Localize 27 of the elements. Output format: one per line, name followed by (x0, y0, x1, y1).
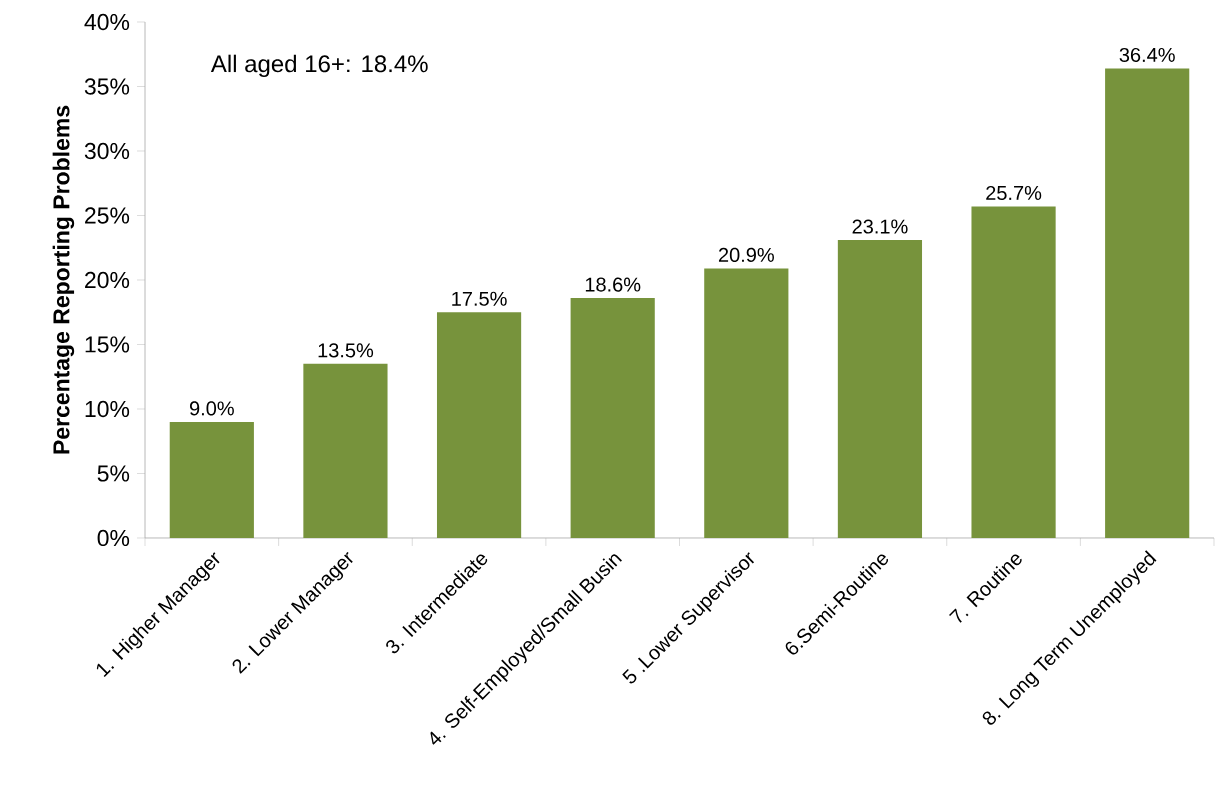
bar (704, 268, 789, 538)
bar (570, 298, 655, 538)
data-label: 9.0% (189, 401, 234, 416)
bar (303, 363, 388, 538)
y-axis-title: Percentage Reporting Problems (52, 105, 75, 454)
data-label: 13.5% (318, 343, 374, 358)
bar (1105, 68, 1190, 538)
y-tick-label: 0% (97, 529, 130, 547)
y-tick-label: 20% (85, 271, 130, 289)
bar (436, 312, 522, 538)
data-label: 17.5% (452, 291, 507, 306)
bar (971, 206, 1056, 538)
y-tick-label: 40% (84, 13, 130, 31)
bar (837, 240, 923, 538)
y-tick-label: 10% (85, 400, 130, 418)
bar (169, 421, 254, 538)
data-label: 20.9% (718, 247, 774, 262)
annotation: All aged 16+: 18.4% (210, 54, 428, 78)
data-label: 25.7% (986, 185, 1042, 201)
data-label: 23.1% (852, 219, 908, 234)
y-tick-label: 30% (84, 142, 130, 160)
y-tick-label: 35% (84, 78, 130, 95)
y-tick-label: 5% (97, 465, 130, 482)
y-tick-label: 15% (85, 336, 130, 353)
y-tick-label: 25% (85, 207, 130, 224)
data-label: 36.4% (1119, 47, 1175, 63)
data-label: 18.6% (585, 277, 641, 292)
